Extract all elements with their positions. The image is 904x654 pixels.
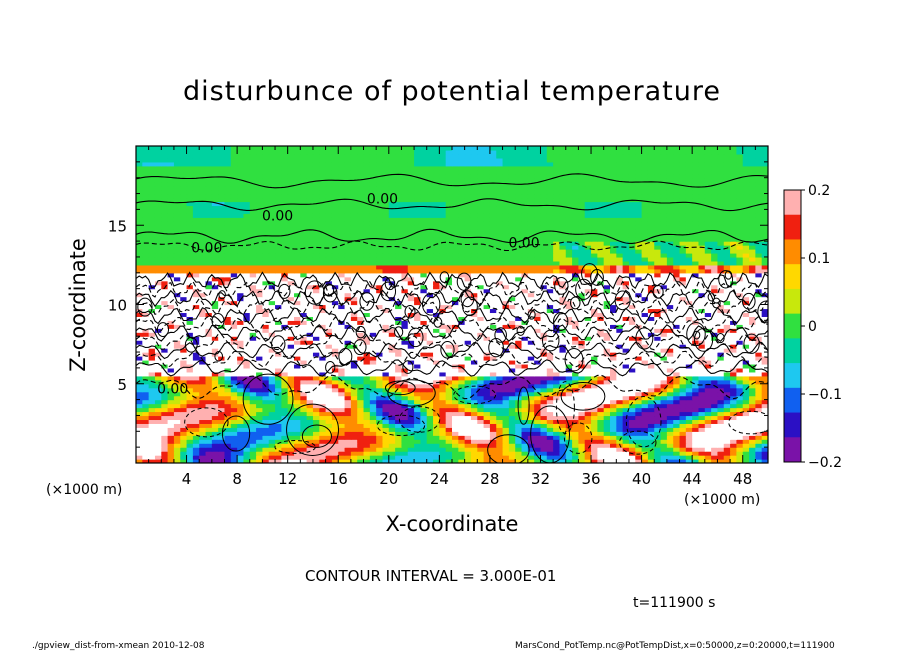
x-unit-label-left: (×1000 m) <box>46 482 123 498</box>
contour-interval-label: CONTOUR INTERVAL = 3.000E-01 <box>305 567 557 585</box>
colorbar-swatch <box>784 288 801 315</box>
x-axis-label: X-coordinate <box>385 512 519 536</box>
colorbar-swatch <box>784 264 801 290</box>
colorbar-tick-label: −0.1 <box>808 387 842 403</box>
contour-label: 0.00 <box>367 191 398 207</box>
time-label: t=111900 s <box>633 595 716 611</box>
footer-script-name: ./gpview_dist-from-xmean 2010-12-08 <box>32 641 205 651</box>
y-axis-ticks: 5 10 15 <box>108 161 768 448</box>
colorbar-swatch <box>784 338 801 364</box>
x-tick-label: 12 <box>278 470 297 488</box>
colorbar-swatch <box>784 214 801 240</box>
footer-data-source: MarsCond_PotTemp.nc@PotTempDist,x=0:5000… <box>515 641 835 651</box>
x-tick-label: 36 <box>581 470 600 488</box>
y-tick-label: 15 <box>108 217 127 235</box>
contour-label: 0.00 <box>262 209 293 225</box>
colorbar-swatch <box>784 387 801 413</box>
colorbar-tick-label: 0 <box>808 319 817 335</box>
x-tick-label: 8 <box>232 470 242 488</box>
y-tick-label: 10 <box>108 297 127 315</box>
colorbar-swatch <box>784 437 801 463</box>
contour-label: 0.00 <box>508 236 539 252</box>
colorbar-swatch <box>784 190 801 216</box>
contour-label: 0.00 <box>157 382 188 398</box>
x-axis-ticks: 4 8 12 16 20 24 28 32 36 40 44 48 <box>148 146 756 488</box>
colorbar: 0.2 0.1 0 −0.1 −0.2 <box>783 183 842 471</box>
x-unit-label-right: (×1000 m) <box>684 492 761 508</box>
contour-label: 0.00 <box>191 240 222 256</box>
colorbar-swatch <box>784 313 801 339</box>
x-tick-label: 44 <box>683 470 702 488</box>
contour-lines <box>136 173 768 463</box>
x-tick-label: 28 <box>480 470 499 488</box>
colorbar-swatch <box>784 239 801 265</box>
chart-title: disturbunce of potential temperature <box>183 76 721 107</box>
x-tick-label: 40 <box>632 470 651 488</box>
colorbar-tick-label: 0.1 <box>808 251 830 267</box>
x-tick-label: 32 <box>531 470 550 488</box>
colorbar-tick-label: 0.2 <box>808 183 830 199</box>
colorbar-tick-label: −0.2 <box>808 455 842 471</box>
x-tick-label: 4 <box>182 470 192 488</box>
x-tick-label: 16 <box>329 470 348 488</box>
colorbar-swatch <box>784 363 801 389</box>
x-tick-label: 24 <box>430 470 449 488</box>
y-tick-label: 5 <box>117 376 127 394</box>
x-tick-label: 48 <box>733 470 752 488</box>
x-tick-label: 20 <box>379 470 398 488</box>
contour-labels: 0.00 0.00 0.00 0.00 0.00 <box>157 191 540 397</box>
colorbar-swatch <box>784 412 801 438</box>
